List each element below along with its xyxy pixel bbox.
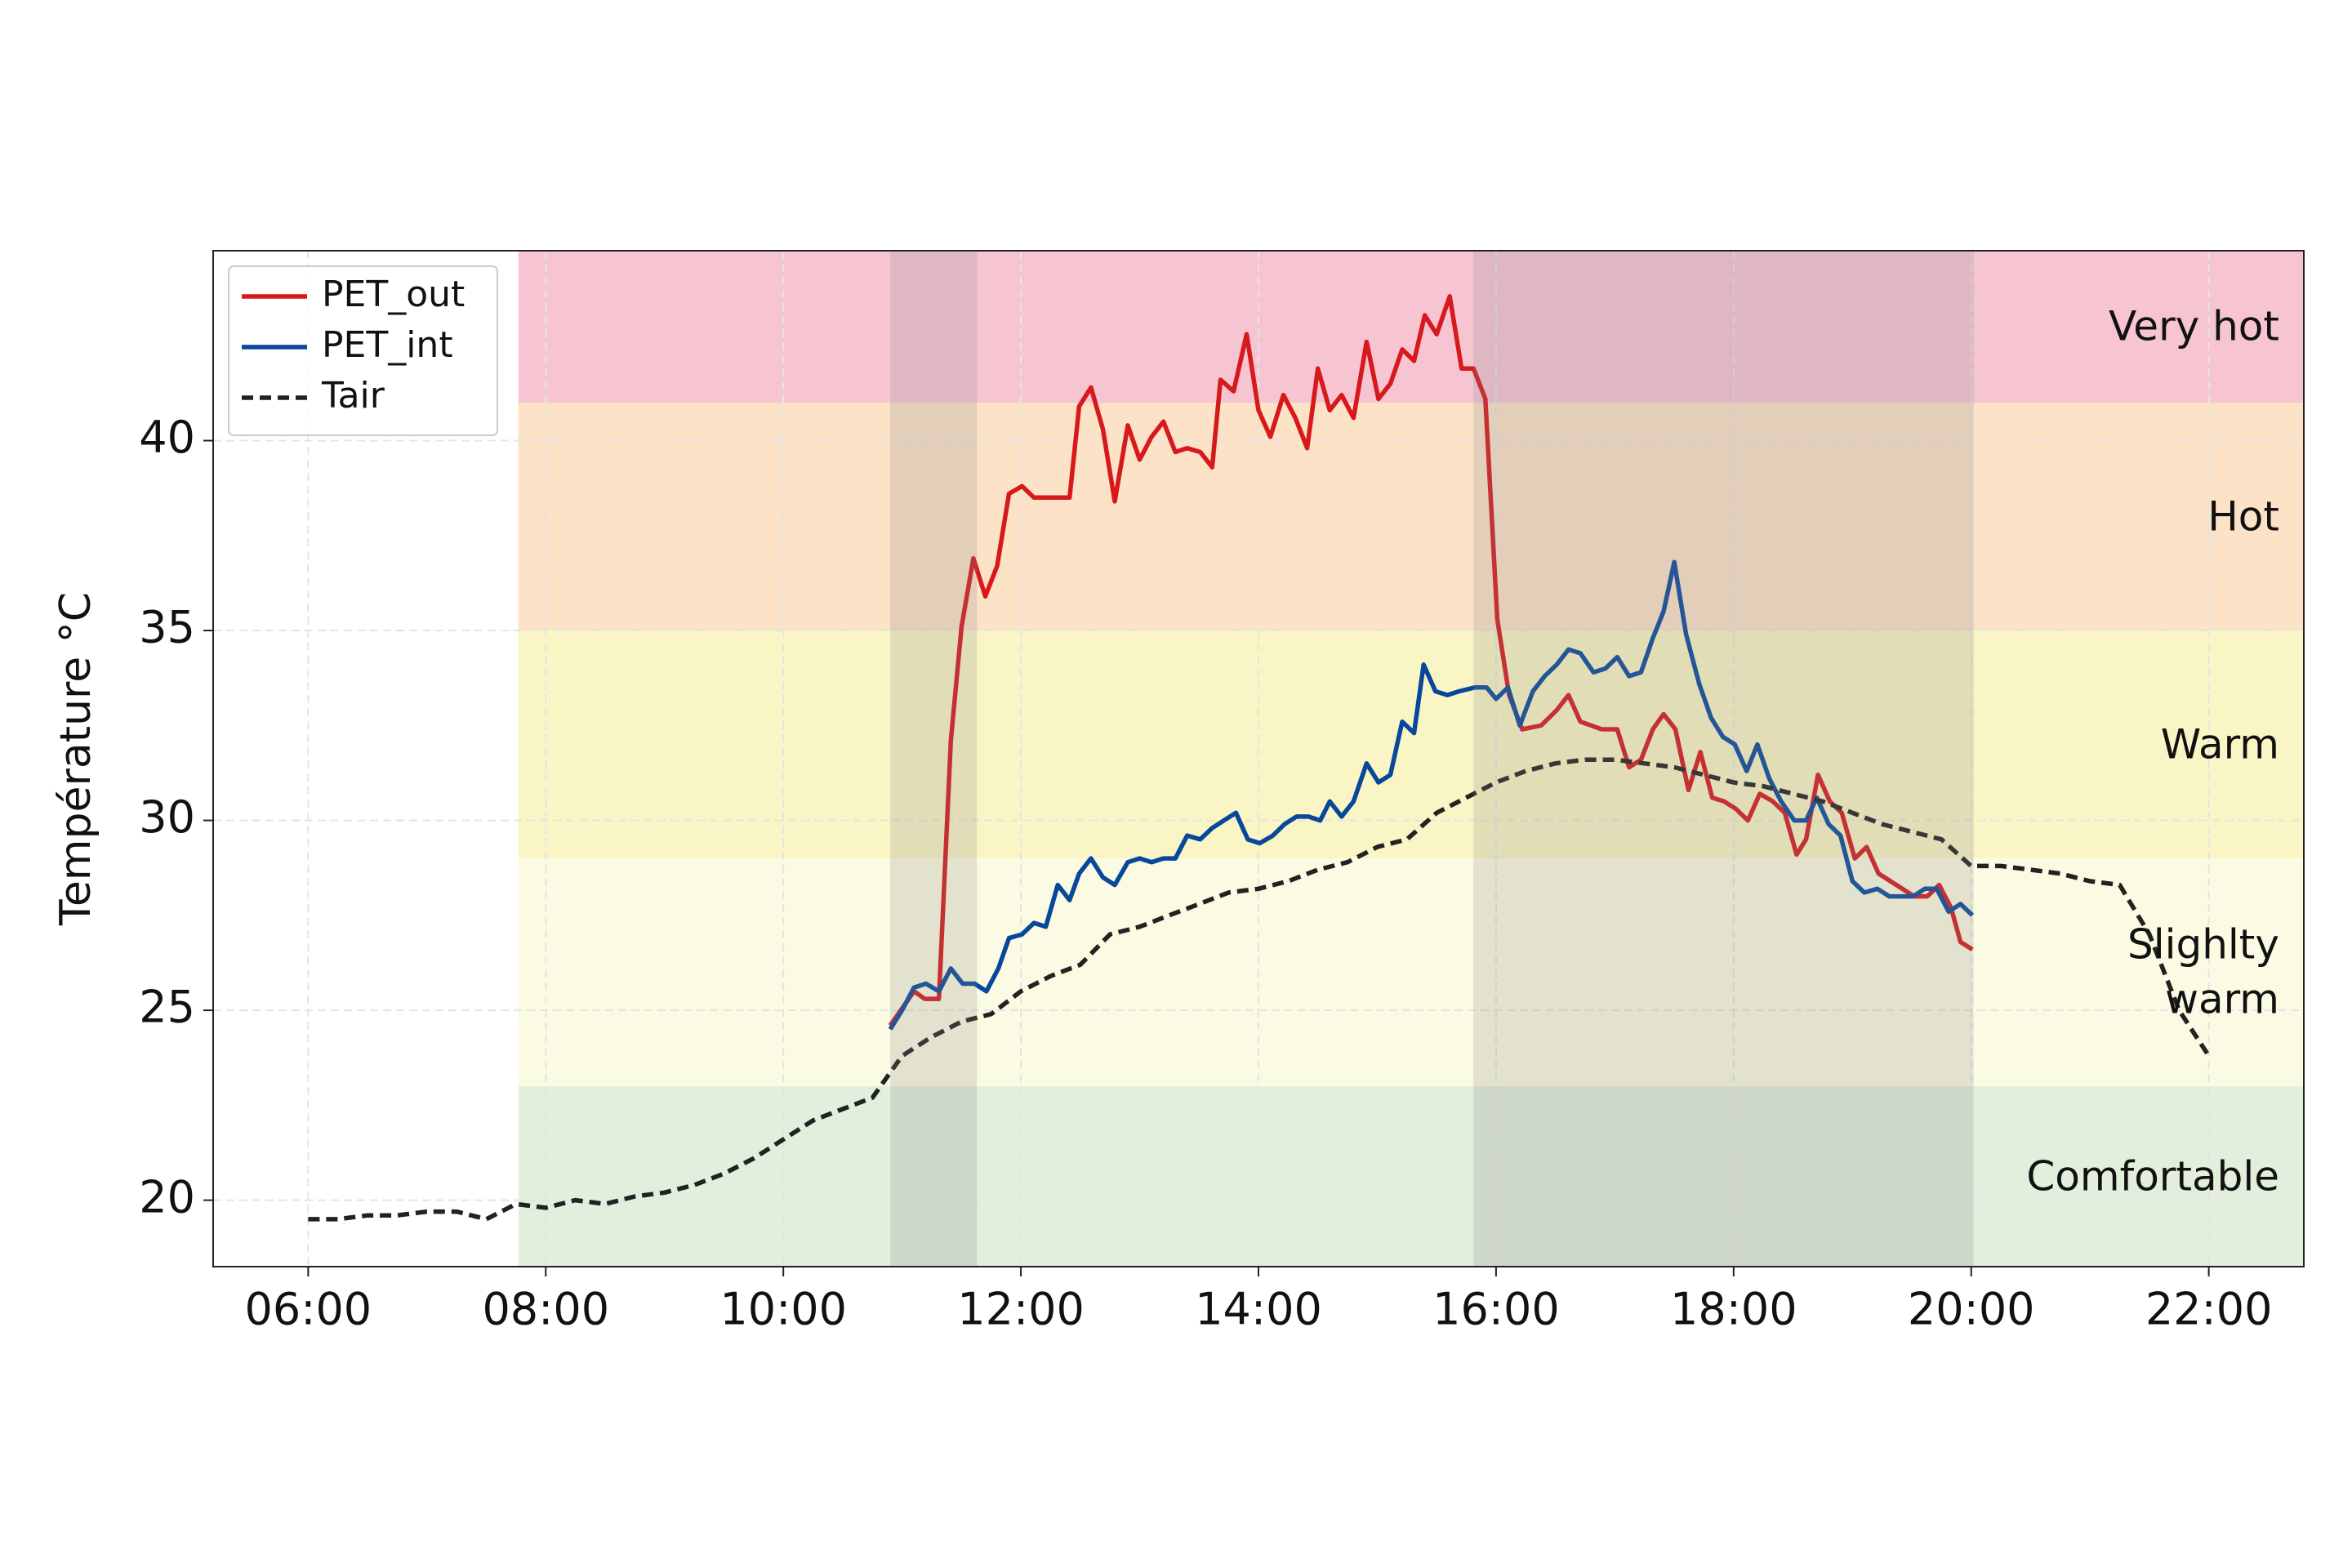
y-tick-label: 35 [139, 602, 195, 653]
x-tick-label: 10:00 [719, 1284, 847, 1335]
zone-label: Slighlty warm [2127, 920, 2279, 1023]
y-tick-label: 25 [139, 982, 195, 1033]
zone-band [518, 1086, 2305, 1267]
x-tick-label: 22:00 [2145, 1284, 2273, 1335]
legend: PET_out PET_int Tair [228, 265, 498, 436]
zone-band [518, 403, 2305, 631]
x-tick-label: 16:00 [1432, 1284, 1560, 1335]
zone-label: Hot [2207, 492, 2279, 540]
zone-band [518, 858, 2305, 1087]
zone-label: Very hot [2108, 302, 2279, 350]
legend-box [228, 265, 498, 436]
x-tick-label: 14:00 [1195, 1284, 1322, 1335]
legend-label: PET_out [322, 274, 465, 315]
x-tick-label: 06:00 [245, 1284, 372, 1335]
series-line [888, 294, 1974, 1027]
x-tick-label: 12:00 [957, 1284, 1085, 1335]
y-tick-label: 40 [139, 412, 195, 463]
zone-band [518, 251, 2305, 403]
zone-label: Warm [2160, 719, 2279, 768]
x-tick-label: 18:00 [1670, 1284, 1797, 1335]
x-tick-label: 08:00 [482, 1284, 609, 1335]
series-line [888, 559, 1975, 1031]
zone-band [518, 630, 2305, 859]
shaded-period [1473, 251, 1974, 1267]
x-tick-label: 20:00 [1908, 1284, 2035, 1335]
series-line [308, 757, 2211, 1222]
y-tick-label: 20 [139, 1171, 195, 1223]
y-axis-label: Température °C [51, 592, 100, 926]
legend-label: PET_int [322, 324, 453, 366]
shaded-period [890, 251, 978, 1267]
zone-label: Comfortable [2026, 1152, 2279, 1200]
y-tick-label: 30 [139, 791, 195, 843]
legend-label: Tair [321, 375, 385, 416]
